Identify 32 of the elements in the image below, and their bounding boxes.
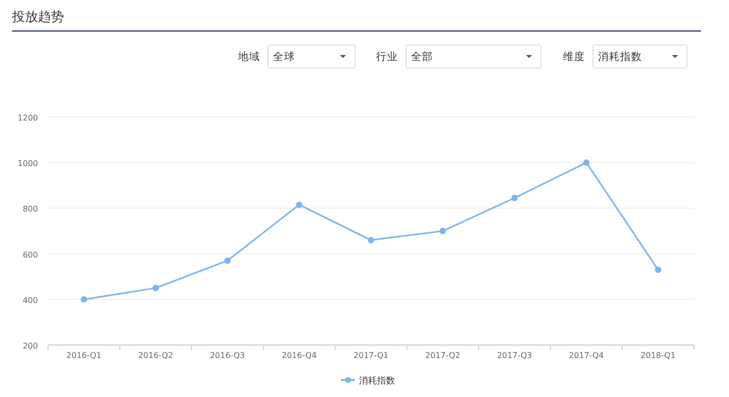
chart-title: 投放趋势 bbox=[11, 10, 64, 25]
y-tick-label: 800 bbox=[22, 204, 38, 214]
text: 行业 bbox=[376, 50, 398, 63]
text: 全球 bbox=[273, 50, 295, 63]
text: 消耗指数 bbox=[598, 50, 642, 63]
point bbox=[654, 266, 662, 273]
x-tick-label: 2018-Q1 bbox=[640, 351, 676, 360]
y-tick-label: 1200 bbox=[18, 114, 38, 122]
point bbox=[296, 202, 302, 208]
x-tick-label: 2016-Q2 bbox=[138, 351, 174, 360]
x-tick-label: 2017-Q2 bbox=[425, 351, 460, 360]
point bbox=[224, 257, 231, 264]
text: 全部 bbox=[411, 50, 433, 63]
x-tick-label: 2016-Q1 bbox=[66, 351, 102, 360]
y-tick-label: 600 bbox=[22, 250, 38, 260]
point bbox=[80, 296, 88, 303]
point bbox=[583, 159, 590, 166]
y-tick-label: 200 bbox=[22, 342, 38, 350]
point bbox=[440, 228, 446, 234]
x-tick-label: 2017-Q3 bbox=[497, 351, 532, 360]
legend-label: 消耗指数 bbox=[359, 376, 395, 386]
x-tick-label: 2017-Q1 bbox=[354, 351, 388, 360]
y-tick-label: 1000 bbox=[18, 159, 38, 168]
x-tick-label: 2017-Q4 bbox=[568, 351, 604, 360]
point bbox=[511, 194, 518, 202]
y-tick-label: 400 bbox=[22, 296, 38, 305]
x-tick-label: 2016-Q3 bbox=[210, 351, 245, 360]
text: 维度 bbox=[563, 50, 585, 63]
point bbox=[368, 236, 374, 244]
point bbox=[152, 284, 159, 292]
x-tick-label: 2016-Q4 bbox=[282, 351, 317, 360]
text: 地域 bbox=[237, 50, 260, 63]
